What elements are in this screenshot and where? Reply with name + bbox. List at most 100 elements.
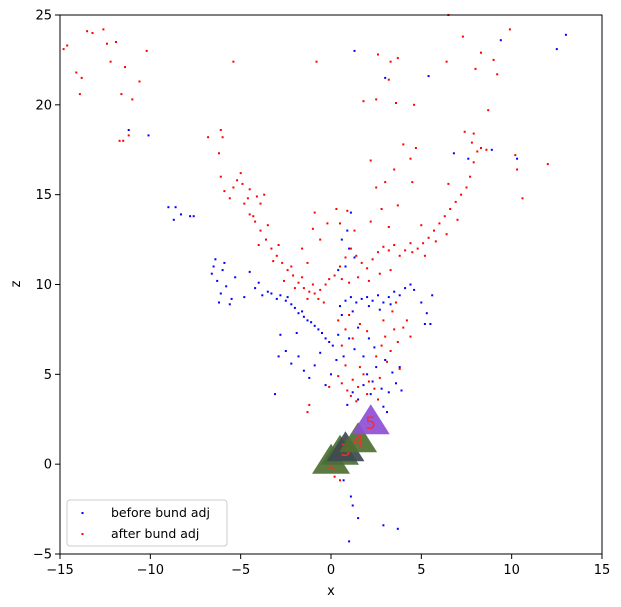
data-point [261, 294, 264, 297]
data-point [346, 229, 349, 232]
data-point [496, 73, 499, 76]
data-point [221, 269, 224, 272]
data-point [86, 30, 89, 33]
data-point [219, 292, 222, 295]
data-point [319, 238, 322, 241]
data-point [377, 53, 379, 56]
data-point [371, 299, 374, 302]
data-point [275, 254, 278, 257]
data-point [422, 242, 425, 245]
data-point [371, 380, 374, 383]
data-point [295, 332, 298, 334]
data-point [313, 324, 316, 327]
y-tick-label: 20 [35, 98, 52, 113]
data-point [472, 132, 475, 135]
data-point [279, 294, 282, 297]
data-point [411, 181, 414, 184]
data-point [284, 350, 287, 352]
data-point [174, 206, 177, 209]
data-point [474, 67, 477, 70]
data-point [463, 130, 466, 133]
legend-marker-after [81, 533, 84, 535]
data-point [348, 540, 351, 543]
data-point [324, 384, 327, 387]
x-tick-label: −10 [137, 563, 164, 578]
data-point [270, 247, 273, 250]
data-point [246, 197, 249, 200]
data-point [452, 152, 455, 155]
data-point [118, 139, 121, 142]
data-point [351, 391, 354, 394]
data-point [382, 301, 385, 304]
y-tick-label: 25 [35, 9, 52, 24]
data-point [313, 364, 316, 367]
data-point [398, 366, 401, 369]
data-point [301, 247, 304, 250]
data-point [404, 287, 407, 290]
data-point [516, 157, 519, 160]
data-point [275, 297, 278, 300]
data-point [344, 299, 347, 302]
data-point [416, 247, 419, 250]
data-point [492, 58, 495, 61]
data-point [348, 337, 351, 340]
data-point [277, 244, 280, 246]
data-point [360, 261, 363, 264]
data-point [358, 366, 361, 369]
data-point [357, 276, 360, 279]
data-point [425, 312, 428, 315]
data-point [319, 288, 322, 291]
data-point [373, 387, 376, 390]
data-point [377, 398, 379, 401]
data-point [277, 355, 280, 358]
data-point [339, 305, 341, 308]
data-point [306, 319, 309, 322]
data-point [393, 244, 396, 246]
data-point [389, 60, 392, 63]
data-point [228, 197, 231, 200]
data-point [145, 49, 148, 52]
data-point [313, 211, 316, 214]
data-point [470, 141, 473, 144]
data-point [405, 319, 408, 322]
data-point [396, 341, 399, 343]
data-point [351, 310, 354, 313]
data-point [423, 323, 426, 325]
data-point [214, 258, 217, 261]
data-point [344, 256, 347, 259]
data-point [311, 283, 314, 286]
data-point [216, 279, 219, 282]
data-point [427, 75, 430, 78]
data-point [292, 274, 295, 277]
data-point [355, 301, 358, 304]
data-point [290, 265, 293, 268]
data-point [272, 260, 275, 263]
data-point [357, 385, 360, 388]
data-point [293, 306, 296, 309]
data-point [391, 310, 394, 313]
data-point [340, 382, 343, 385]
y-tick-label: 15 [35, 188, 52, 203]
data-point [480, 147, 482, 149]
data-point [317, 297, 320, 300]
data-point [259, 202, 262, 205]
data-point [306, 297, 309, 300]
data-point [167, 206, 170, 209]
data-point [328, 278, 331, 281]
data-point [395, 102, 397, 104]
data-point [348, 281, 351, 284]
data-point [389, 350, 392, 352]
data-point [212, 265, 215, 268]
data-point [485, 148, 488, 151]
data-point [386, 411, 388, 414]
x-tick-label: −15 [46, 563, 73, 578]
data-point [380, 208, 383, 210]
data-point [122, 139, 125, 142]
y-tick-label: 0 [44, 458, 52, 473]
data-point [301, 276, 304, 279]
data-point [384, 76, 387, 79]
data-point [360, 297, 363, 300]
x-tick-label: −5 [231, 563, 250, 578]
data-point [138, 80, 141, 83]
